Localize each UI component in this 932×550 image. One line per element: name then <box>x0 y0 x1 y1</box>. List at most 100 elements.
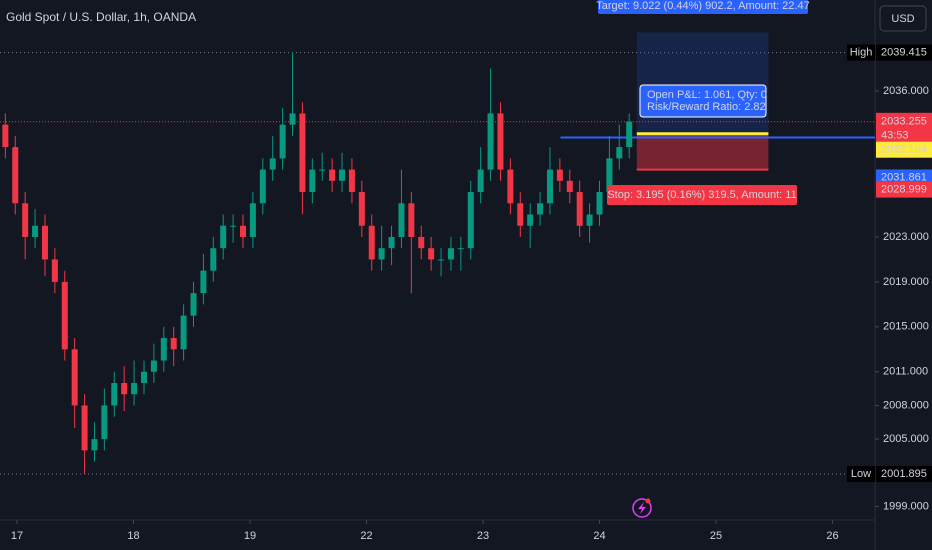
candle-body <box>616 147 623 159</box>
target-label: Target: 9.022 (0.44%) 902.2, Amount: 22.… <box>596 0 809 12</box>
candle-body <box>546 169 553 204</box>
candle-body <box>220 225 227 249</box>
entry-price-box <box>876 141 932 158</box>
candle-body <box>368 225 375 260</box>
candle-body <box>41 225 48 260</box>
candle-body <box>606 158 613 193</box>
stop-label-box <box>607 185 797 205</box>
countdown: 43:53 <box>881 130 909 142</box>
entry-price: 2032.194 <box>881 144 927 156</box>
candle-body <box>190 293 197 316</box>
candle-body <box>81 405 88 451</box>
low-tag-box <box>847 466 875 483</box>
candle-body <box>289 113 296 125</box>
candle-body <box>358 192 365 226</box>
candle-body <box>2 124 9 148</box>
y-tick-label: 2023.000 <box>883 231 929 243</box>
target-zone <box>636 32 769 134</box>
candle-body <box>467 192 474 249</box>
candle-body <box>140 371 147 383</box>
candle-body <box>180 315 187 350</box>
candle-body <box>457 248 464 250</box>
candle-body <box>269 158 276 170</box>
candle-body <box>418 236 425 249</box>
candle-body <box>249 203 256 237</box>
candle-body <box>22 203 29 237</box>
high-tag: High <box>850 47 873 59</box>
candle-body <box>200 270 207 294</box>
high-price-box <box>876 44 932 61</box>
lightning-icon[interactable] <box>632 498 652 518</box>
x-tick-label: 23 <box>477 530 489 542</box>
candle-body <box>170 338 177 350</box>
candle-body <box>378 248 385 260</box>
candle-body <box>348 169 355 193</box>
candle-body <box>428 248 435 260</box>
candle-body <box>388 236 395 249</box>
stop-price-box <box>876 181 932 198</box>
currency-button[interactable] <box>879 5 927 32</box>
candle-body <box>230 225 237 227</box>
low-tag: Low <box>851 468 871 480</box>
x-tick-label: 22 <box>360 530 372 542</box>
candle-body <box>279 124 286 159</box>
candle-body <box>596 192 603 215</box>
candle-body <box>398 203 405 237</box>
y-tick-label: 2008.000 <box>883 399 929 411</box>
candle-body <box>160 338 167 361</box>
y-tick-label: 1999.000 <box>883 500 929 512</box>
candle-body <box>438 259 445 261</box>
y-tick-label: 2015.000 <box>883 321 929 333</box>
candle-body <box>101 405 108 440</box>
candle-body <box>329 169 336 181</box>
candle-body <box>71 349 78 406</box>
candle-body <box>32 225 39 237</box>
y-tick-label: 2036.000 <box>883 85 929 97</box>
y-tick-label: 2011.000 <box>883 366 928 378</box>
rr-label: Risk/Reward Ratio: 2.82 <box>647 101 766 113</box>
candle-body <box>12 147 19 204</box>
candle-body <box>566 180 573 193</box>
candle-body <box>527 214 534 226</box>
x-tick-label: 17 <box>11 530 23 542</box>
high-tag-box <box>847 44 875 61</box>
low-price: 2001.895 <box>881 468 927 480</box>
candle-body <box>339 169 346 181</box>
candle-body <box>487 113 494 170</box>
pnl-label: Open P&L: 1.061, Qty: 0 <box>647 89 767 101</box>
candle-body <box>121 382 128 395</box>
candle-body <box>210 248 217 271</box>
candle-body <box>517 203 524 226</box>
y-tick-label: 2005.000 <box>883 433 929 445</box>
candle-body <box>240 225 247 237</box>
candle-body <box>91 439 98 451</box>
currency-label[interactable]: USD <box>891 13 914 25</box>
stop-label: Stop: 3.195 (0.16%) 319.5, Amount: 11 <box>607 189 796 201</box>
candle-body <box>150 360 157 372</box>
x-tick-label: 24 <box>593 530 605 542</box>
candle-body <box>477 169 484 193</box>
x-tick-label: 26 <box>826 530 838 542</box>
candle-body <box>626 121 633 148</box>
target-label-box <box>598 0 808 14</box>
candle-body <box>51 259 58 282</box>
last-price: 2033.255 <box>881 116 927 128</box>
x-tick-label: 19 <box>244 530 256 542</box>
candle-body <box>556 169 563 181</box>
candle-body <box>447 248 454 260</box>
last-price-box <box>876 112 932 145</box>
candle-body <box>131 382 138 395</box>
alert-price: 2031.861 <box>881 171 927 183</box>
candle-body <box>408 203 415 237</box>
candle-body <box>586 214 593 226</box>
candle-body <box>537 203 544 215</box>
y-tick-label: 2019.000 <box>883 276 929 288</box>
candle-body <box>309 169 316 193</box>
pnl-label-box <box>639 84 767 118</box>
candle-body <box>507 169 514 204</box>
stop-price: 2028.999 <box>881 184 927 196</box>
